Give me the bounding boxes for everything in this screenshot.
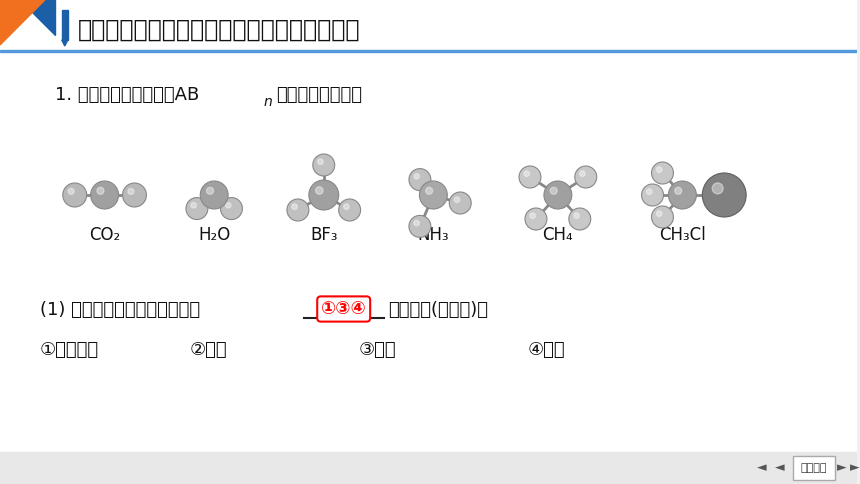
Text: H₂O: H₂O (198, 226, 230, 244)
Circle shape (68, 188, 74, 195)
Circle shape (63, 183, 87, 207)
Circle shape (420, 181, 447, 209)
Circle shape (449, 192, 471, 214)
Text: ③键长: ③键长 (359, 341, 396, 359)
Text: CO₂: CO₂ (89, 226, 120, 244)
Circle shape (409, 168, 431, 191)
Circle shape (191, 202, 196, 208)
Circle shape (426, 187, 433, 194)
Bar (62, 10, 68, 40)
Text: ②键能: ②键能 (189, 341, 227, 359)
Text: ④键角: ④键角 (528, 341, 566, 359)
Text: NH₃: NH₃ (418, 226, 449, 244)
Circle shape (574, 166, 597, 188)
Circle shape (454, 197, 460, 202)
Circle shape (524, 171, 530, 177)
Text: ►: ► (850, 462, 859, 474)
Text: ◄: ◄ (758, 462, 767, 474)
Circle shape (712, 183, 723, 194)
Circle shape (647, 189, 652, 195)
Circle shape (313, 154, 335, 176)
Text: (1) 分析各种分子的空间结构跟: (1) 分析各种分子的空间结构跟 (40, 301, 200, 319)
Text: BF₃: BF₃ (310, 226, 337, 244)
Circle shape (287, 199, 309, 221)
Circle shape (652, 162, 673, 184)
Circle shape (292, 204, 298, 210)
Bar (0, 52, 857, 484)
Bar (0, 50, 857, 52)
Polygon shape (62, 40, 68, 46)
Bar (0, 452, 857, 484)
Polygon shape (20, 0, 55, 35)
Text: 活动二：初步认识形形色色的分子的空间结构: 活动二：初步认识形形色色的分子的空间结构 (77, 18, 360, 42)
Text: 内容索引: 内容索引 (801, 463, 827, 473)
Circle shape (90, 181, 119, 209)
Circle shape (200, 181, 228, 209)
Bar (0, 0, 857, 52)
Circle shape (409, 215, 431, 237)
Circle shape (206, 187, 213, 194)
Text: ◄: ◄ (775, 462, 785, 474)
Circle shape (344, 204, 349, 210)
Text: 因素有关(填序号)。: 因素有关(填序号)。 (389, 301, 488, 319)
Circle shape (97, 187, 104, 194)
Circle shape (530, 213, 536, 218)
Circle shape (414, 220, 420, 226)
Circle shape (652, 206, 673, 228)
Text: CH₄: CH₄ (543, 226, 573, 244)
Circle shape (414, 174, 420, 179)
Circle shape (186, 197, 208, 220)
Circle shape (656, 211, 662, 216)
Circle shape (317, 159, 323, 165)
Circle shape (225, 202, 230, 208)
Text: 分子的球棍模型。: 分子的球棍模型。 (276, 86, 362, 104)
Text: ①原子数目: ①原子数目 (40, 341, 99, 359)
Bar (793, 456, 835, 480)
Circle shape (309, 180, 339, 210)
Circle shape (642, 184, 663, 206)
Circle shape (544, 181, 572, 209)
Circle shape (656, 167, 662, 172)
Polygon shape (0, 0, 45, 45)
Circle shape (703, 173, 746, 217)
Circle shape (519, 166, 541, 188)
Circle shape (568, 208, 591, 230)
Circle shape (580, 171, 585, 177)
Circle shape (525, 208, 547, 230)
Circle shape (550, 187, 557, 194)
Text: ►: ► (837, 462, 846, 474)
Circle shape (316, 187, 323, 194)
Circle shape (128, 188, 134, 195)
Circle shape (339, 199, 360, 221)
Circle shape (122, 183, 146, 207)
Text: 1. 观察下列几种简单的AB: 1. 观察下列几种简单的AB (55, 86, 199, 104)
Text: n: n (264, 95, 273, 109)
Circle shape (220, 197, 243, 220)
Circle shape (574, 213, 580, 218)
Text: CH₃Cl: CH₃Cl (659, 226, 706, 244)
Circle shape (675, 187, 682, 194)
Circle shape (668, 181, 697, 209)
Text: ①③④: ①③④ (321, 300, 366, 318)
